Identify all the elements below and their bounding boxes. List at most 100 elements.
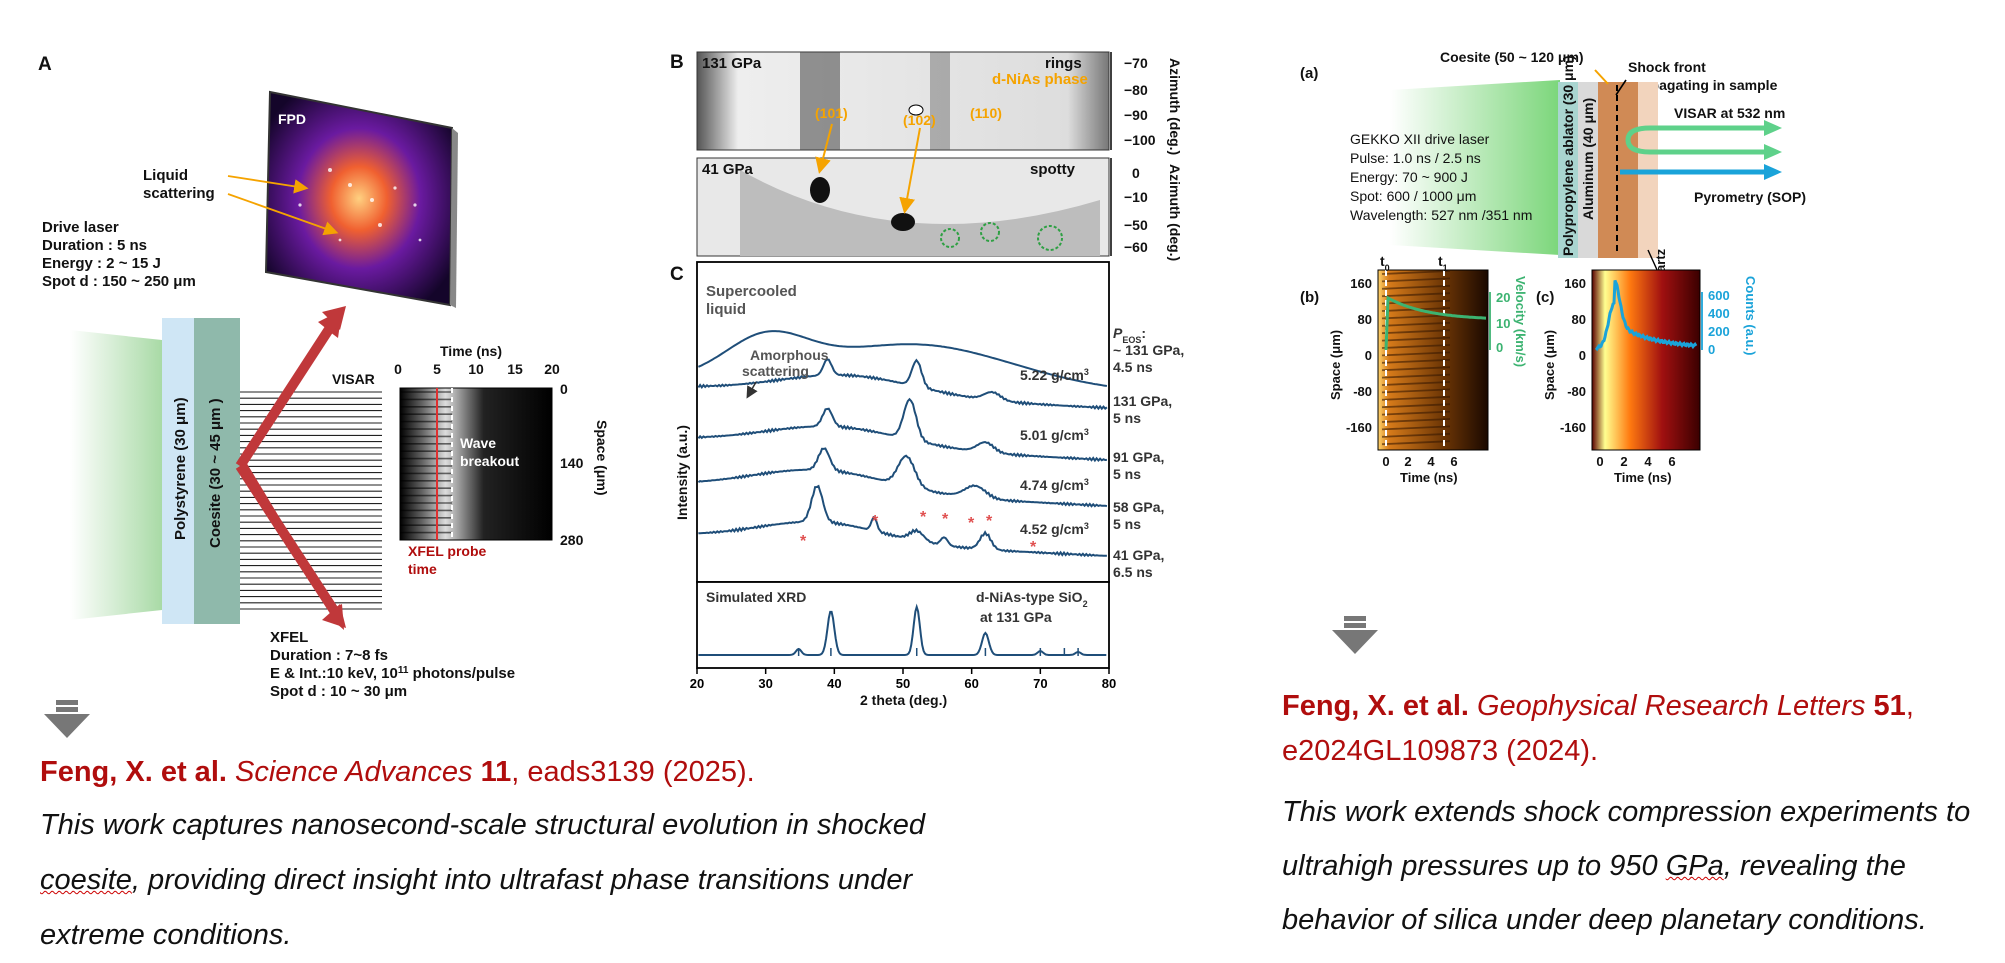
b-fringe-line bbox=[1381, 277, 1451, 283]
liquid-arrow-1 bbox=[227, 175, 309, 194]
polystyrene-layer bbox=[162, 318, 194, 624]
svg-text:*: * bbox=[942, 511, 949, 528]
xfel-energy: E & Int.:10 keV, 1011 photons/pulse bbox=[270, 665, 515, 683]
right-citation-journal: Geophysical Research Letters bbox=[1477, 690, 1866, 722]
fpd-detector-edge bbox=[450, 128, 458, 308]
gekko-wavelength: Wavelength: 527 nm /351 nm bbox=[1350, 207, 1532, 223]
svg-text:5 ns: 5 ns bbox=[1113, 466, 1141, 482]
visar-label: VISAR bbox=[332, 371, 375, 387]
svg-text:10: 10 bbox=[1496, 316, 1510, 331]
b-fringe-line bbox=[1381, 440, 1451, 446]
svg-text:6: 6 bbox=[1450, 454, 1457, 469]
miller-101: (101) bbox=[815, 105, 848, 121]
drive-laser-energy: Energy : 2 ~ 15 J bbox=[42, 255, 161, 272]
svg-text:91 GPa,: 91 GPa, bbox=[1113, 449, 1164, 465]
c-density-4: 4.52 g/cm3 bbox=[1020, 521, 1089, 537]
c-sop-streak-image bbox=[1591, 269, 1701, 451]
svg-text:*: * bbox=[872, 513, 879, 530]
shock-front-1: Shock front bbox=[1628, 59, 1706, 75]
svg-text:~ 131 GPa,: ~ 131 GPa, bbox=[1113, 342, 1184, 358]
b-top-phase: d-NiAs phase bbox=[992, 71, 1088, 88]
b-arrow-101 bbox=[815, 123, 833, 174]
b-fringe-line bbox=[1381, 351, 1451, 357]
b-time-label: Time (ns) bbox=[1400, 470, 1458, 485]
gekko-title: GEKKO XII drive laser bbox=[1350, 131, 1490, 147]
visar-arrowhead-bottom bbox=[1764, 144, 1782, 160]
coesite-thickness: Coesite (50 ~ 120 μm) bbox=[1440, 49, 1584, 65]
svg-text:80: 80 bbox=[1572, 312, 1586, 327]
b-top-pressure: 131 GPa bbox=[702, 55, 762, 72]
c-density-1: 5.22 g/cm3 bbox=[1020, 367, 1089, 383]
c-xtick-label: 60 bbox=[964, 676, 978, 691]
svg-text:80: 80 bbox=[1358, 312, 1372, 327]
c-peos: PEOS: bbox=[1113, 325, 1146, 345]
b-fringe-line bbox=[1381, 336, 1451, 342]
b-fringe-line bbox=[1381, 358, 1451, 364]
liquid-arrow-2 bbox=[227, 193, 339, 236]
right-desc-line-2: ultrahigh pressures up to 950 GPa, revea… bbox=[1282, 849, 1906, 882]
space-tick-280: 280 bbox=[560, 532, 584, 548]
velocity-trace bbox=[1384, 295, 1486, 351]
b-visar-fringes bbox=[1381, 270, 1451, 446]
left-citation-volume: 11 bbox=[480, 756, 512, 788]
svg-text:−70: −70 bbox=[1124, 55, 1148, 71]
pyrometry-label: Pyrometry (SOP) bbox=[1694, 189, 1806, 205]
right-panel-c: (c) bbox=[1536, 289, 1554, 306]
shock-pointer bbox=[1615, 79, 1627, 96]
left-figure: A FPD Liquid scattering Drive laser Dura… bbox=[38, 51, 1184, 708]
space-axis-label: Space (μm) bbox=[594, 420, 610, 495]
svg-text:131 GPa,: 131 GPa, bbox=[1113, 393, 1172, 409]
c-sim-right-2: at 131 GPa bbox=[980, 609, 1052, 625]
svg-text:-160: -160 bbox=[1560, 420, 1586, 435]
b-fringe-line bbox=[1381, 270, 1451, 275]
b-top-detector-image bbox=[696, 51, 1110, 151]
svg-text:−100: −100 bbox=[1124, 132, 1156, 148]
right-description: This work extends shock compression expe… bbox=[1282, 786, 2002, 948]
c-sim-right-1: d-NiAs-type SiO2 bbox=[976, 589, 1088, 609]
right-citation[interactable]: Feng, X. et al. Geophysical Research Let… bbox=[1282, 684, 1914, 774]
coesite-label: Coesite (30 ~ 45 μm ) bbox=[207, 398, 224, 548]
b-top-shadow-2 bbox=[930, 52, 950, 150]
panel-a-label: A bbox=[38, 54, 52, 75]
b-fringe-line bbox=[1381, 321, 1451, 327]
wave-label-1: Wave bbox=[460, 435, 496, 451]
b-green-circle-2 bbox=[1037, 225, 1063, 251]
b-space-label: Space (μm) bbox=[1328, 330, 1343, 400]
right-desc-line-3: behavior of silica under deep planetary … bbox=[1282, 903, 1927, 936]
left-citation[interactable]: Feng, X. et al. Science Advances 11, ead… bbox=[40, 750, 755, 795]
coesite-layer bbox=[194, 318, 240, 624]
b-fringe-line bbox=[1381, 299, 1451, 305]
c-ylabel: Intensity (a.u.) bbox=[674, 425, 690, 520]
visar-fringes bbox=[240, 391, 382, 610]
c-space-ticks: 160 80 0 -80 -160 bbox=[1560, 276, 1586, 435]
streak-tick-5: 5 bbox=[433, 361, 441, 377]
svg-text:−80: −80 bbox=[1124, 82, 1148, 98]
counts-ticks: 600 400 200 0 bbox=[1708, 288, 1730, 357]
xrd-curve bbox=[697, 358, 1108, 411]
svg-text:-160: -160 bbox=[1346, 420, 1372, 435]
streak-tick-0: 0 bbox=[394, 361, 402, 377]
coesite-pointer bbox=[1594, 69, 1609, 85]
c-amorphous-1: Amorphous bbox=[750, 347, 829, 363]
space-tick-140: 140 bbox=[560, 455, 584, 471]
left-desc-line-3: extreme conditions. bbox=[40, 919, 292, 952]
b-fringe-line bbox=[1381, 284, 1451, 290]
b-top-bright-spot bbox=[908, 104, 924, 116]
b-top-rings: rings bbox=[1045, 55, 1082, 72]
velocity-ticks: 20 10 0 bbox=[1496, 290, 1510, 355]
b-bottom-spot-102 bbox=[891, 213, 915, 231]
right-citation-volume: 51 bbox=[1873, 690, 1906, 722]
xfel-spot: Spot d : 10 ~ 30 μm bbox=[270, 683, 407, 700]
b-fringe-line bbox=[1381, 388, 1451, 394]
counts-trace bbox=[1594, 279, 1698, 352]
svg-text:0: 0 bbox=[1708, 342, 1715, 357]
b-green-circle-3 bbox=[940, 228, 960, 248]
svg-text:−60: −60 bbox=[1124, 239, 1148, 255]
right-panel-a: (a) bbox=[1300, 65, 1318, 82]
svg-text:0: 0 bbox=[1132, 165, 1140, 181]
c-space-label: Space (μm) bbox=[1542, 330, 1557, 400]
svg-text:*: * bbox=[920, 509, 927, 526]
b-top-ticks: −70 −80 −90 −100 bbox=[1124, 55, 1156, 148]
b-fringe-line bbox=[1381, 344, 1451, 349]
quartz-pointer bbox=[1647, 249, 1659, 273]
